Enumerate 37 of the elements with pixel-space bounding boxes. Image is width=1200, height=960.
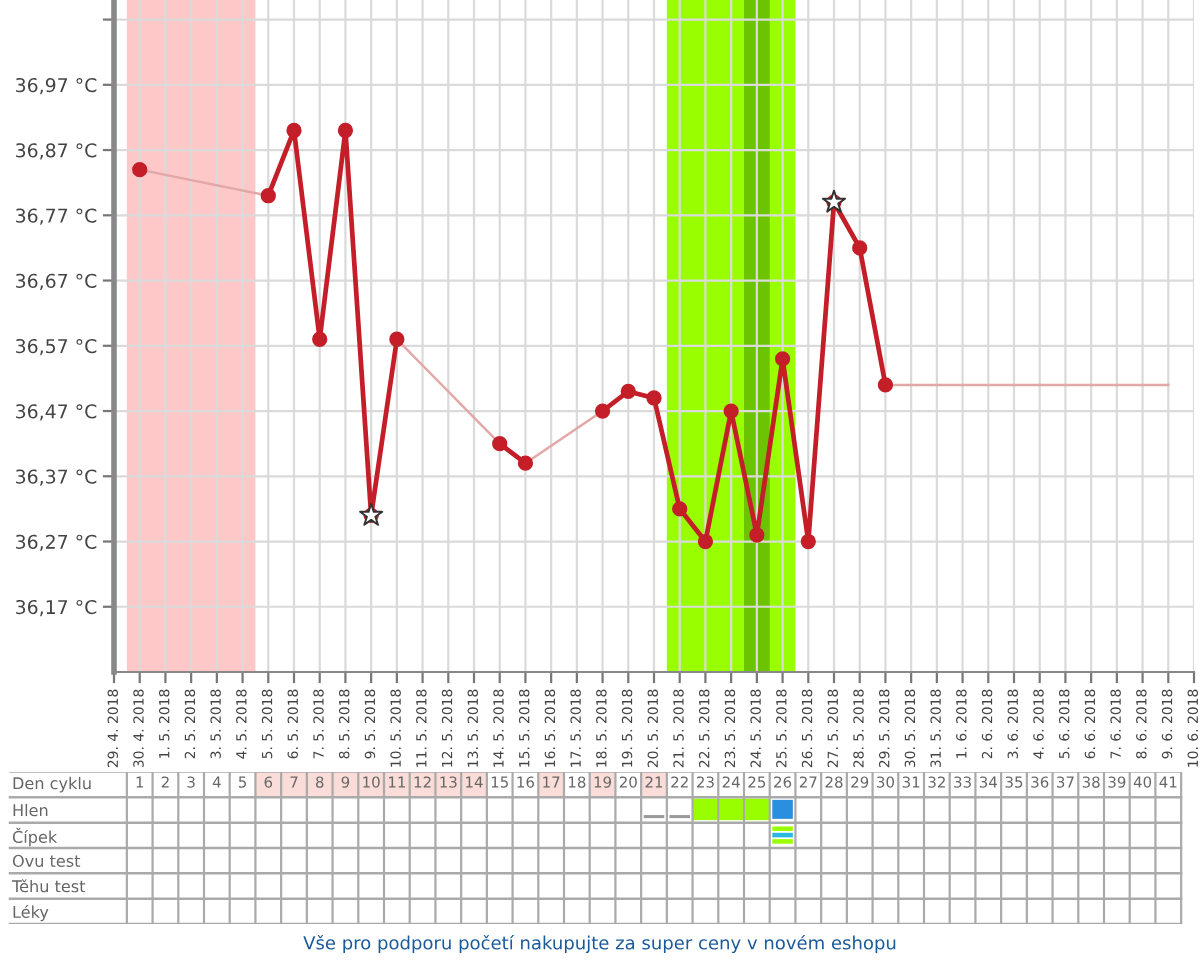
point — [800, 533, 816, 550]
point — [312, 331, 328, 347]
point — [620, 383, 636, 400]
point — [286, 122, 302, 139]
y-tick-label: 36,57 °C — [16, 338, 97, 356]
y-tick-label: Těhu test — [11, 879, 86, 893]
y-tick-label: Čípek — [12, 827, 58, 847]
y-tick-label: 36,67 °C — [16, 273, 97, 290]
text: Vše pro podporu početí nakupujte za super ceny v novém eshopu — [303, 934, 896, 954]
point — [697, 533, 714, 550]
point — [821, 189, 847, 213]
point — [389, 331, 405, 347]
point — [517, 455, 534, 471]
point — [749, 527, 765, 543]
point — [132, 161, 148, 178]
y-tick-label: 36,37 °C — [16, 469, 97, 486]
point — [723, 403, 739, 419]
y-tick-label: 36,27 °C — [16, 534, 97, 551]
point — [774, 351, 791, 367]
y-tick-label: 36,47 °C — [16, 404, 97, 421]
y-tick-label: Hlen — [13, 803, 48, 817]
point — [359, 502, 384, 526]
y-tick-label: 36,87 °C — [16, 143, 97, 160]
point — [260, 188, 276, 204]
y-tick-label: Léky — [13, 904, 49, 922]
x-axis-title: Den cyklu — [13, 776, 91, 793]
point — [877, 377, 894, 393]
y-tick-label: 36,97 °C — [16, 77, 97, 95]
y-tick-label: 36,17 °C — [16, 599, 97, 617]
point — [852, 240, 868, 256]
point — [646, 390, 662, 406]
y-tick-label: Ovu test — [12, 854, 81, 868]
point — [672, 501, 688, 517]
point — [492, 436, 508, 452]
y-tick-label: 36,77 °C — [16, 208, 97, 225]
point — [594, 403, 611, 419]
point — [337, 122, 354, 139]
